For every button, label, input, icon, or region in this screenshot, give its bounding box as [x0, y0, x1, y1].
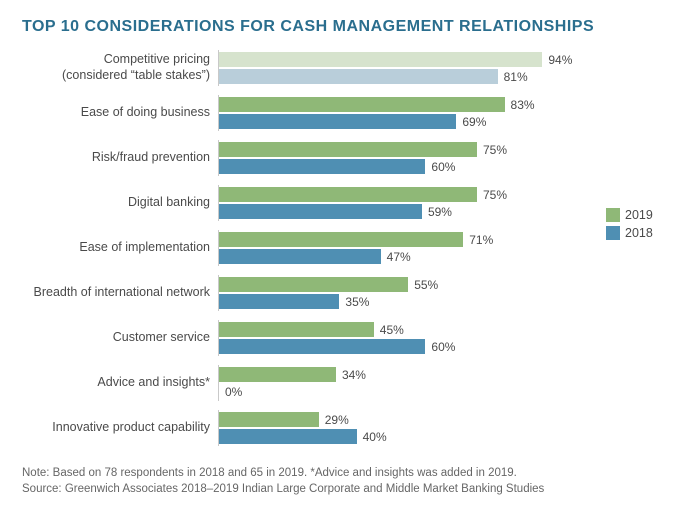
category-group: Innovative product capability 29% 40% [22, 410, 598, 446]
category-group: Digital banking 75% 59% [22, 185, 598, 221]
bar [219, 249, 381, 264]
bars-column: 75% 59% [218, 185, 598, 221]
category-label: Customer service [22, 330, 218, 346]
category-group: Ease of implementation 71% 47% [22, 230, 598, 266]
bars-column: 55% 35% [218, 275, 598, 311]
legend-label: 2019 [625, 208, 653, 222]
bar-row: 81% [219, 68, 598, 85]
bar-row: 40% [219, 428, 598, 445]
footnote-line-1: Note: Based on 78 respondents in 2018 an… [22, 465, 658, 481]
category-label: Advice and insights* [22, 375, 218, 391]
bar-row: 29% [219, 411, 598, 428]
category-group: Ease of doing business 83% 69% [22, 95, 598, 131]
value-label: 45% [380, 323, 404, 337]
bar [219, 294, 339, 309]
category-label: Ease of doing business [22, 105, 218, 121]
legend-item: 2018 [606, 226, 658, 240]
category-label: Breadth of international network [22, 285, 218, 301]
value-label: 60% [431, 160, 455, 174]
value-label: 69% [462, 115, 486, 129]
bar-row: 47% [219, 248, 598, 265]
bar [219, 277, 408, 292]
category-group: Competitive pricing(considered “table st… [22, 50, 598, 86]
category-label: Risk/fraud prevention [22, 150, 218, 166]
footnote: Note: Based on 78 respondents in 2018 an… [22, 465, 658, 497]
value-label: 47% [387, 250, 411, 264]
bar-row: 94% [219, 51, 598, 68]
bar-row: 69% [219, 113, 598, 130]
bar-row: 60% [219, 158, 598, 175]
bars-column: 94% 81% [218, 50, 598, 86]
bar-chart: Competitive pricing(considered “table st… [22, 50, 598, 455]
value-label: 34% [342, 368, 366, 382]
bar [219, 339, 425, 354]
bar [219, 142, 477, 157]
category-group: Advice and insights* 34% 0% [22, 365, 598, 401]
bar-row: 55% [219, 276, 598, 293]
category-label: Ease of implementation [22, 240, 218, 256]
legend-swatch [606, 208, 620, 222]
bar-row: 35% [219, 293, 598, 310]
bar-row: 0% [219, 383, 598, 400]
bars-column: 34% 0% [218, 365, 598, 401]
category-group: Customer service 45% 60% [22, 320, 598, 356]
bar [219, 232, 463, 247]
value-label: 55% [414, 278, 438, 292]
bar [219, 52, 542, 67]
bar [219, 429, 357, 444]
chart-title: TOP 10 CONSIDERATIONS FOR CASH MANAGEMEN… [22, 18, 658, 36]
bar [219, 204, 422, 219]
legend-label: 2018 [625, 226, 653, 240]
bar [219, 114, 456, 129]
bar-row: 75% [219, 141, 598, 158]
value-label: 94% [548, 53, 572, 67]
legend-item: 2019 [606, 208, 658, 222]
bar [219, 69, 498, 84]
bar [219, 159, 425, 174]
value-label: 81% [504, 70, 528, 84]
bars-column: 75% 60% [218, 140, 598, 176]
value-label: 0% [225, 385, 242, 399]
bar-row: 71% [219, 231, 598, 248]
bars-column: 83% 69% [218, 95, 598, 131]
value-label: 40% [363, 430, 387, 444]
bar [219, 187, 477, 202]
bars-column: 29% 40% [218, 410, 598, 446]
chart-container: Competitive pricing(considered “table st… [22, 50, 658, 455]
value-label: 75% [483, 188, 507, 202]
bar-row: 45% [219, 321, 598, 338]
value-label: 59% [428, 205, 452, 219]
bar [219, 367, 336, 382]
value-label: 83% [511, 98, 535, 112]
bar-row: 75% [219, 186, 598, 203]
value-label: 29% [325, 413, 349, 427]
value-label: 75% [483, 143, 507, 157]
bar-row: 83% [219, 96, 598, 113]
bar [219, 322, 374, 337]
legend: 2019 2018 [598, 50, 658, 244]
bar [219, 412, 319, 427]
value-label: 60% [431, 340, 455, 354]
bars-column: 45% 60% [218, 320, 598, 356]
category-group: Risk/fraud prevention 75% 60% [22, 140, 598, 176]
bar-row: 34% [219, 366, 598, 383]
value-label: 35% [345, 295, 369, 309]
category-label: Innovative product capability [22, 420, 218, 436]
bars-column: 71% 47% [218, 230, 598, 266]
category-group: Breadth of international network 55% 35% [22, 275, 598, 311]
category-label: Competitive pricing(considered “table st… [22, 52, 218, 83]
category-label: Digital banking [22, 195, 218, 211]
bar-row: 60% [219, 338, 598, 355]
legend-swatch [606, 226, 620, 240]
bar-row: 59% [219, 203, 598, 220]
value-label: 71% [469, 233, 493, 247]
footnote-line-2: Source: Greenwich Associates 2018–2019 I… [22, 481, 658, 497]
bar [219, 97, 505, 112]
